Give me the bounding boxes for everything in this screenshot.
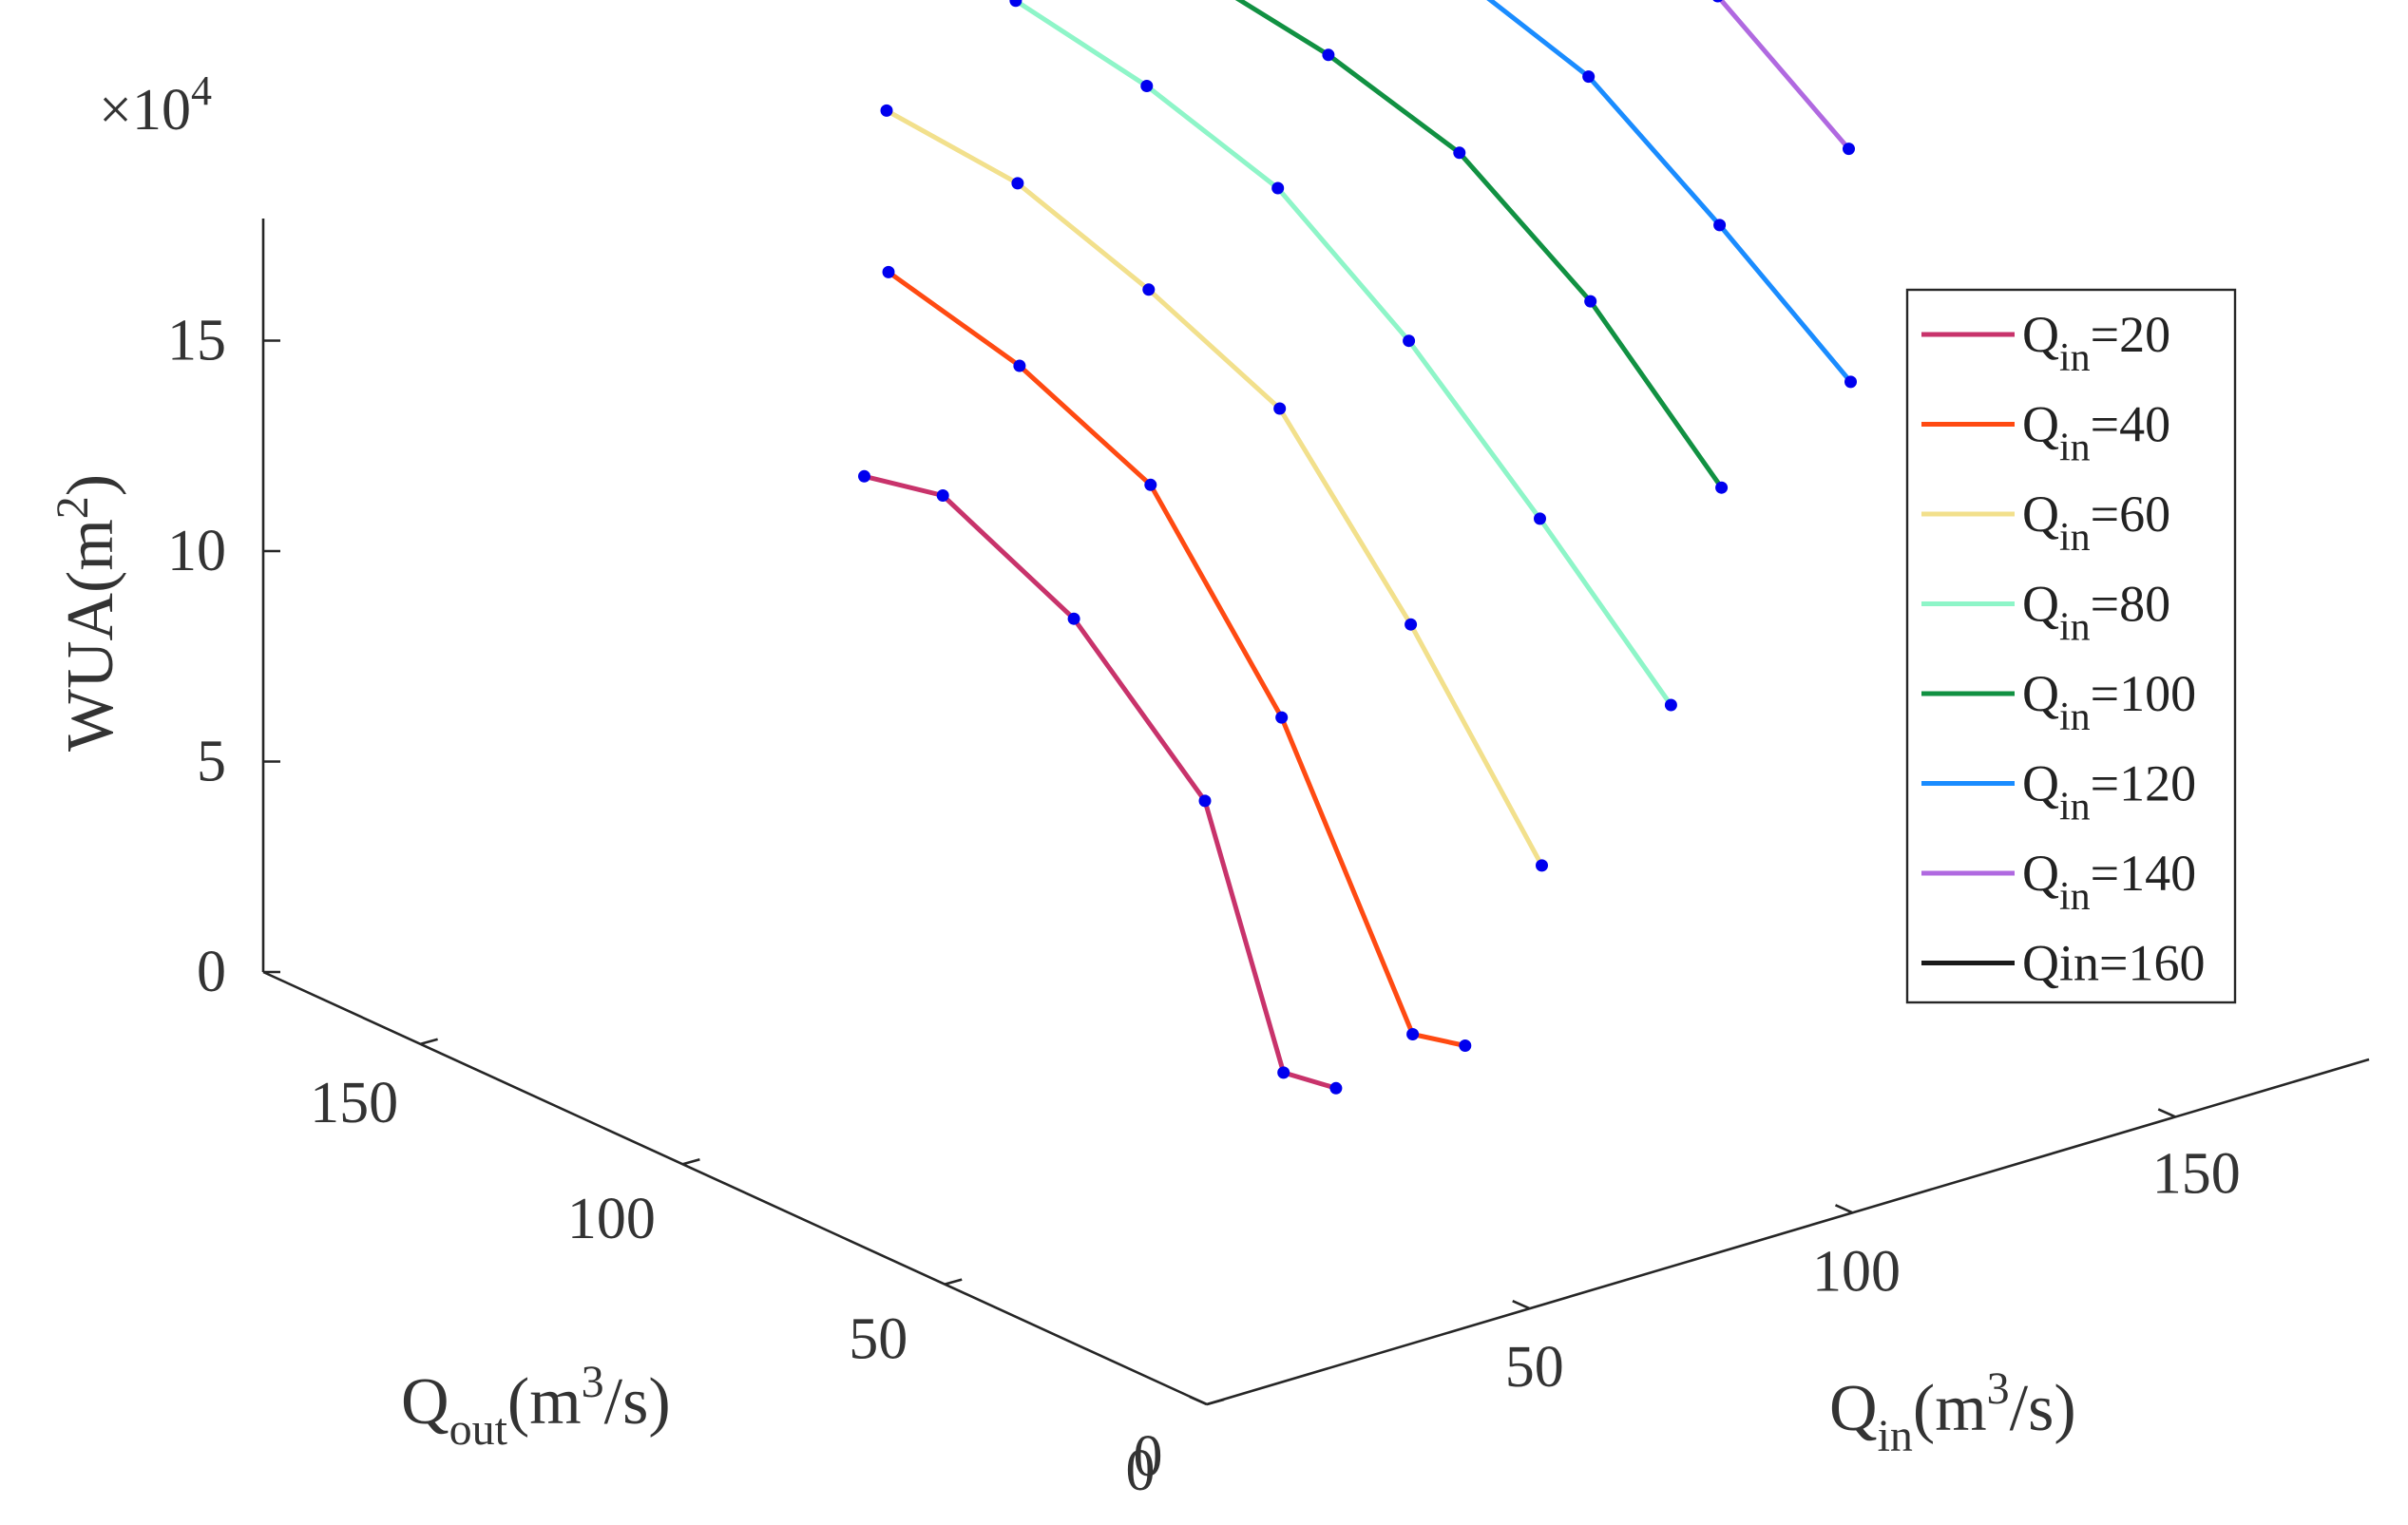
legend-box (1905, 288, 2237, 1004)
legend: Qin=20 Qin=40 Qin=60 Qin=80 Qin=100 Qin=120 Qi… (1905, 288, 2237, 1004)
data-point (1271, 181, 1285, 195)
data-point (1534, 512, 1546, 525)
data-point (882, 265, 895, 278)
legend-label: Qin=100 (2022, 665, 2196, 739)
data-point (1277, 1066, 1290, 1079)
z-tick-label: 15 (167, 309, 226, 373)
data-point (1664, 698, 1677, 712)
qin-tick-label: 150 (2152, 1141, 2241, 1206)
data-point (1142, 283, 1156, 296)
qin-tick (1512, 1299, 1531, 1310)
data-point (1712, 0, 1723, 3)
legend-label: Qin=120 (2022, 755, 2196, 829)
series-line (886, 269, 1468, 1048)
data-point (1715, 481, 1729, 494)
z-multiplier-label: ×104 (99, 67, 212, 143)
data-point (1198, 794, 1212, 808)
legend-label: Qin=20 (2022, 306, 2170, 380)
qin-tick-label: 50 (1505, 1335, 1564, 1400)
legend-label: Qin=160 (2022, 935, 2205, 992)
data-point (1713, 219, 1727, 232)
data-point (1273, 402, 1287, 415)
qout-axis-line (262, 970, 1208, 1406)
qin-axis-line (1206, 1058, 2370, 1406)
data-point (1329, 1081, 1343, 1095)
qout-axis-title: Qout(m3/s) (401, 1357, 671, 1455)
series-group (858, 0, 1857, 1095)
data-point (1009, 0, 1022, 8)
qin-tick-label: 100 (1812, 1239, 1901, 1304)
legend-label: Qin=40 (2022, 396, 2170, 470)
qout-tick-label: 100 (567, 1187, 656, 1251)
legend-label: Qin=60 (2022, 486, 2170, 560)
qout-tick (420, 1038, 438, 1046)
data-point (1453, 146, 1466, 160)
data-point (1536, 859, 1548, 872)
data-point (1459, 1039, 1472, 1052)
qout-tick (682, 1157, 700, 1166)
data-point (858, 469, 870, 483)
axis-ticks (263, 339, 2176, 1406)
z-tick-label: 5 (197, 730, 226, 794)
data-point (1140, 80, 1154, 92)
legend-label: Qin=80 (2022, 576, 2170, 650)
data-point (1844, 375, 1857, 389)
series-line (862, 473, 1339, 1091)
data-point (1144, 478, 1157, 491)
qin-tick (2157, 1108, 2176, 1118)
qout-tick (944, 1278, 963, 1286)
qin-tick (1834, 1204, 1854, 1214)
data-point (1322, 48, 1335, 62)
qin-tick-label: 0 (1126, 1439, 1156, 1503)
series-line (1013, 0, 1673, 708)
data-point (936, 489, 949, 502)
data-point (1067, 612, 1080, 625)
qout-tick-label: 150 (310, 1071, 398, 1135)
legend-label: Qin=140 (2022, 845, 2196, 919)
qout-tick (1206, 1398, 1225, 1406)
z-tick-label: 0 (197, 940, 226, 1004)
z-axis-title: WUA(m2) (48, 474, 127, 752)
data-point (1406, 1028, 1420, 1040)
z-tick-label: 10 (167, 519, 226, 583)
qout-tick-label: 0 (1134, 1424, 1163, 1489)
data-point (1403, 334, 1416, 348)
series-line (1486, 0, 1853, 385)
qin-tick (1189, 1395, 1208, 1406)
data-point (1582, 70, 1596, 84)
data-point (880, 104, 893, 117)
data-point (1011, 177, 1024, 190)
data-point (1584, 295, 1597, 308)
series-line (1234, 0, 1725, 490)
data-point (1275, 711, 1289, 724)
qin-axis-title: Qin(m3/s) (1829, 1363, 2076, 1461)
series-line (1717, 0, 1851, 152)
qout-tick-label: 50 (849, 1307, 908, 1372)
data-point (1013, 359, 1026, 372)
data-point (1405, 618, 1418, 631)
data-point (1843, 143, 1855, 156)
series-line (884, 107, 1544, 868)
legend-items: Qin=20 Qin=40 Qin=60 Qin=80 Qin=100 Qin=120 Qi… (1921, 306, 2205, 992)
